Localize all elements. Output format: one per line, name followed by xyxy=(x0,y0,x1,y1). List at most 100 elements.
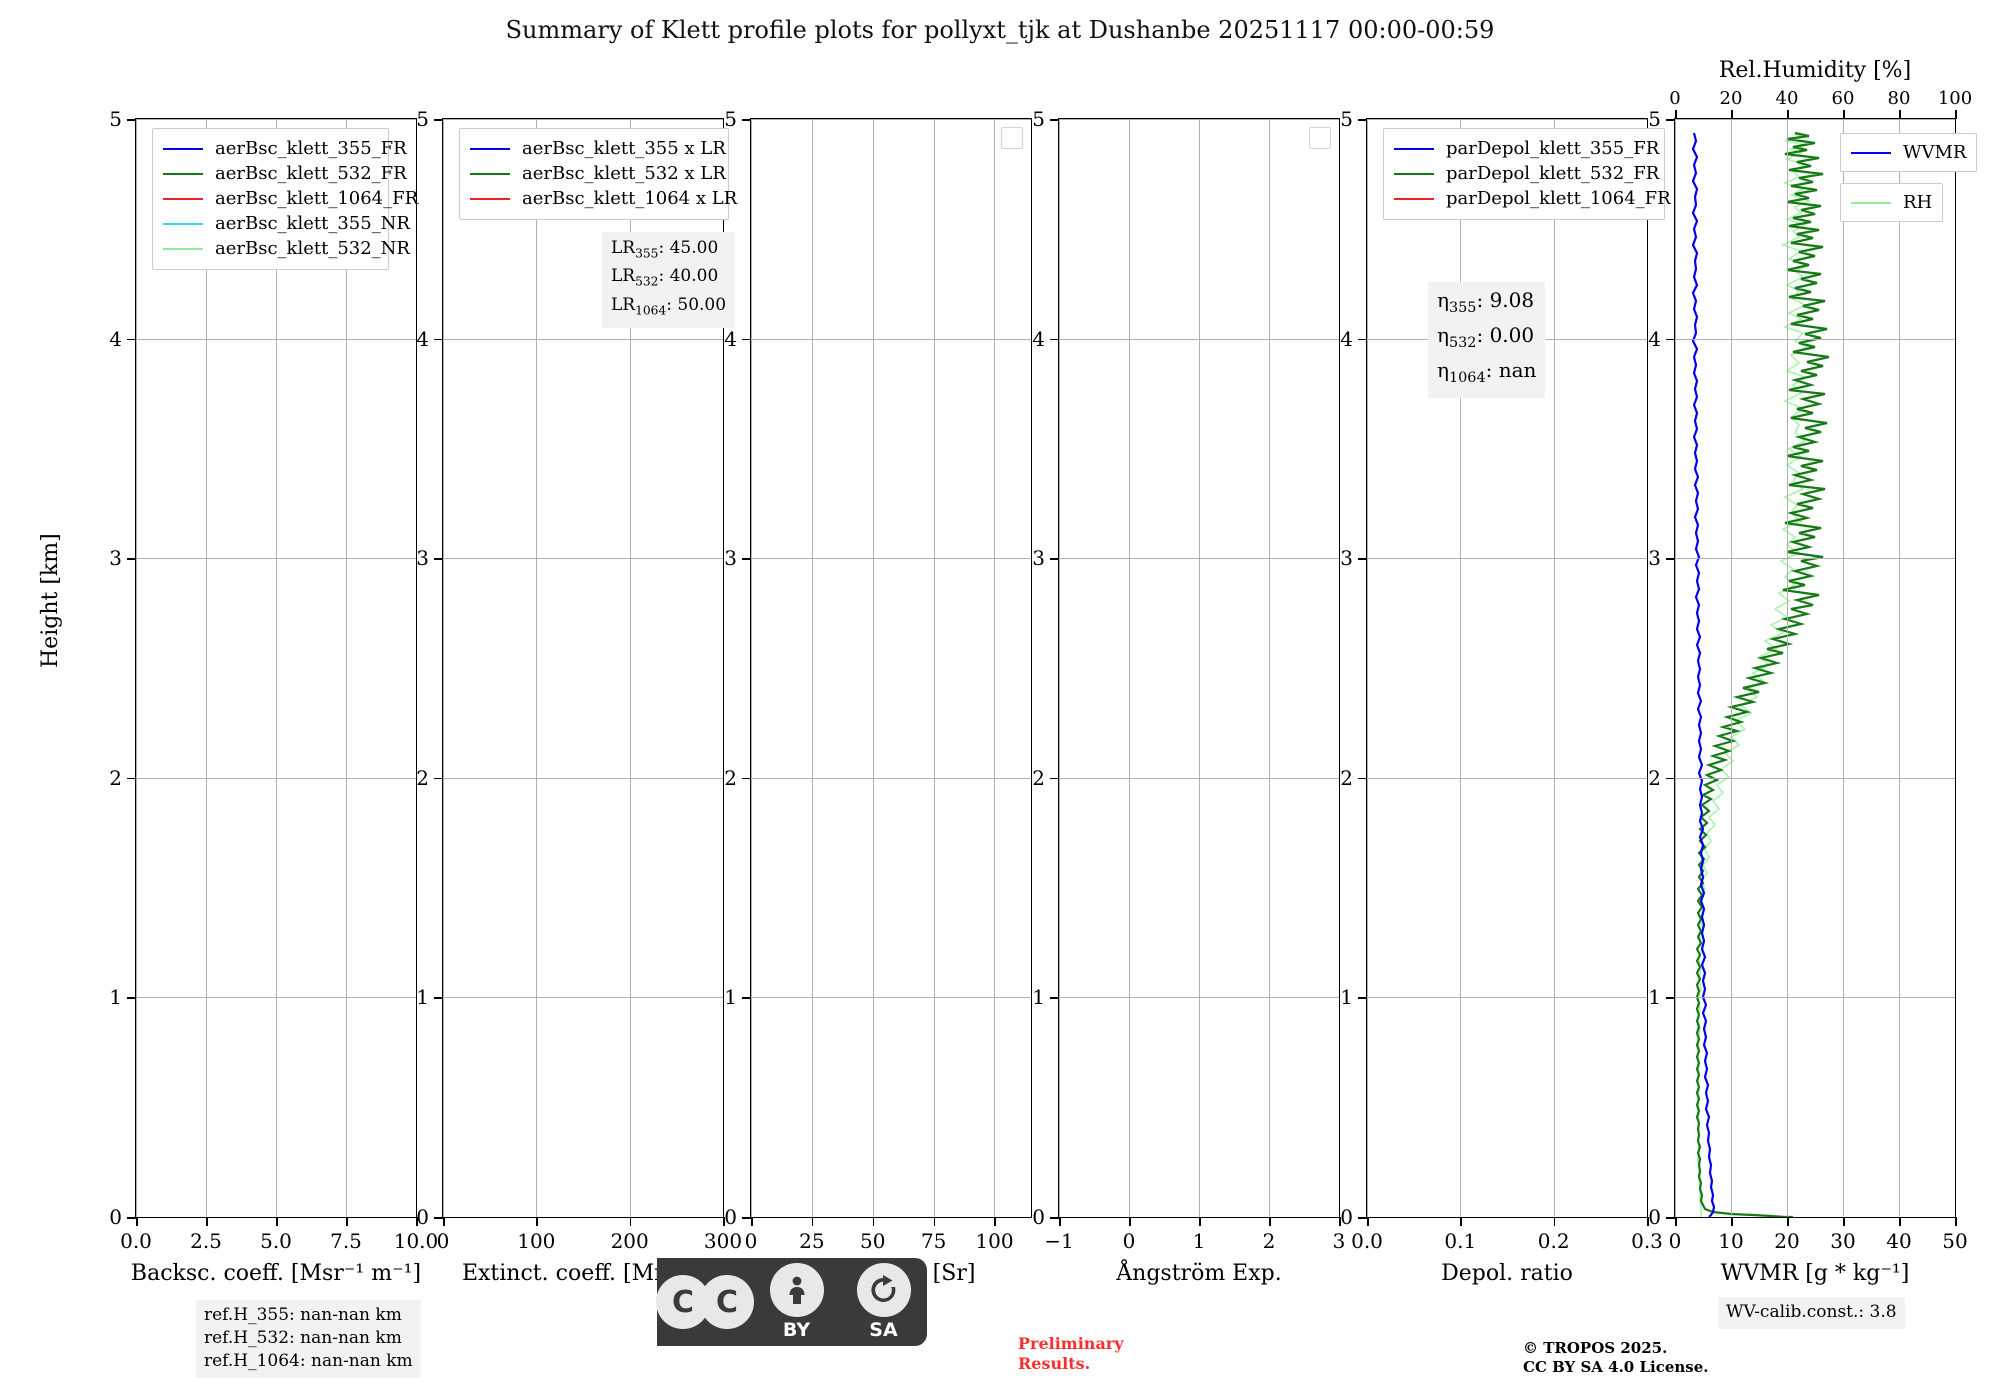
legend-label: aerBsc_klett_532_NR xyxy=(215,238,410,259)
legend-item: parDepol_klett_532_FR xyxy=(1394,161,1659,186)
legend-label: parDepol_klett_532_FR xyxy=(1446,163,1660,184)
legend-label: parDepol_klett_355_FR xyxy=(1446,138,1660,159)
ytick-label: 5 xyxy=(416,107,429,131)
legend-depol[interactable]: parDepol_klett_355_FR parDepol_klett_532… xyxy=(1383,128,1671,220)
cc-by-cell: BY xyxy=(753,1258,840,1346)
ann-value: 0.00 xyxy=(1489,323,1535,347)
panel-lidar-ratio: 5 4 3 2 1 0 0 25 50 75 100 Lidar ratio [… xyxy=(724,107,1032,1286)
xaxis-title-depol: Depol. ratio xyxy=(1441,1261,1573,1286)
xaxis-title-rel-humidity: Rel.Humidity [%] xyxy=(1718,58,1912,83)
ann-sub: 532 xyxy=(635,274,659,289)
line-swatch-1064fr-icon xyxy=(163,197,203,200)
creative-commons-badge[interactable]: C C BY xyxy=(656,1258,927,1346)
ytick-label: 1 xyxy=(1340,985,1353,1010)
plot-area-wvmr xyxy=(1675,119,1955,1217)
legend-label: WVMR xyxy=(1903,142,1967,163)
annotation-row: η355: 9.08 xyxy=(1437,288,1535,316)
xtick-label: 75 xyxy=(920,1229,947,1253)
plot-area-angstrom xyxy=(1059,119,1339,1217)
xtick-label: 2.5 xyxy=(190,1229,222,1253)
legend-item: WVMR xyxy=(1851,140,1966,165)
ytick-label: 1 xyxy=(724,985,737,1010)
ytick-label: 0 xyxy=(416,1205,429,1229)
xtick-label: 0.1 xyxy=(1444,1229,1477,1253)
ytick-label: 2 xyxy=(109,765,122,790)
panel-angstrom-exponent: 5 4 3 2 1 0 −1 0 1 2 3 Ångström Exp. xyxy=(1032,107,1345,1286)
ytick-label: 2 xyxy=(416,765,429,790)
xtick-label-top: 60 xyxy=(1831,88,1855,109)
xtick-label: 100 xyxy=(975,1229,1014,1253)
legend-label: aerBsc_klett_355 x LR xyxy=(522,138,726,159)
xtick-label: 20 xyxy=(1774,1229,1800,1253)
xaxis-title-wvmr: WVMR [g * kg⁻¹] xyxy=(1720,1261,1910,1286)
ytick-label: 5 xyxy=(109,107,122,131)
legend-label: RH xyxy=(1903,192,1933,213)
panel-backscatter: 5 4 3 2 1 0 0.0 2.5 5.0 7.5 10.0 Backsc.… xyxy=(109,107,438,1286)
ann-value: 45.00 xyxy=(669,238,719,258)
ytick-label: 5 xyxy=(724,107,737,131)
ann-name: LR xyxy=(611,238,636,258)
ann-name: η xyxy=(1437,323,1449,347)
ytick-label: 4 xyxy=(1032,326,1045,351)
ytick-label: 0 xyxy=(109,1205,122,1229)
wv-calib-box: WV-calib.const.: 3.8 xyxy=(1718,1297,1905,1329)
preliminary-results-note: Preliminary Results. xyxy=(1018,1334,1124,1373)
legend-rh[interactable]: RH xyxy=(1840,183,1944,222)
xtick-label-top: 0 xyxy=(1669,88,1681,109)
legend-item: aerBsc_klett_532_FR xyxy=(163,161,407,186)
plot-area-extinction xyxy=(443,119,723,1217)
ann-value: 40.00 xyxy=(669,266,719,287)
ytick-label: 0 xyxy=(1340,1205,1353,1229)
xtick-label: 0 xyxy=(744,1229,758,1253)
xaxis-title-angstrom: Ångström Exp. xyxy=(1116,1261,1282,1286)
empty-legend-marker xyxy=(1001,127,1023,149)
ytick-label: 3 xyxy=(1340,546,1353,571)
legend-item: aerBsc_klett_532 x LR xyxy=(470,161,726,186)
legend-backscatter[interactable]: aerBsc_klett_355_FR aerBsc_klett_532_FR … xyxy=(152,128,418,270)
line-swatch-depol355-icon xyxy=(1394,147,1434,150)
annotation-row: η1064: nan xyxy=(1437,358,1537,386)
ytick-label: 4 xyxy=(724,326,737,351)
ann-sub: 355 xyxy=(1448,300,1477,316)
annotation-row: η532: 0.00 xyxy=(1437,323,1535,351)
xtick-label: 0 xyxy=(436,1229,450,1253)
line-swatch-wvmr-icon xyxy=(1851,151,1891,154)
ytick-label: 1 xyxy=(1032,985,1045,1010)
ytick-label: 0 xyxy=(724,1205,737,1229)
ytick-label: 0 xyxy=(1648,1205,1661,1229)
legend-item: parDepol_klett_355_FR xyxy=(1394,136,1659,161)
xtick-label-top: 80 xyxy=(1887,88,1911,109)
annotation-eta-values: η355: 9.08 η532: 0.00 η1064: nan xyxy=(1428,282,1546,398)
line-swatch-depol1064-icon xyxy=(1394,197,1434,200)
annotation-row: LR532: 40.00 xyxy=(611,266,719,289)
ann-name: η xyxy=(1437,288,1449,312)
xtick-label: 40 xyxy=(1886,1229,1912,1253)
annotation-lidar-ratios: LR355: 45.00 LR532: 40.00 LR1064: 50.00 xyxy=(602,232,736,329)
ytick-label: 3 xyxy=(1648,546,1661,571)
legend-label: aerBsc_klett_532_FR xyxy=(215,163,407,184)
xtick-label-top: 20 xyxy=(1719,88,1743,109)
xtick-label: 300 xyxy=(703,1229,743,1253)
xtick-label: 7.5 xyxy=(330,1229,362,1253)
legend-item: RH xyxy=(1851,190,1932,215)
legend-wvmr[interactable]: WVMR xyxy=(1840,133,1978,172)
yaxis-title: Height [km] xyxy=(38,533,63,668)
ann-sub: 1064 xyxy=(1448,370,1486,386)
cc-circle-right-icon: C xyxy=(700,1275,754,1329)
plot-area-lidar-ratio xyxy=(751,119,1031,1217)
legend-extinction[interactable]: aerBsc_klett_355 x LR aerBsc_klett_532 x… xyxy=(459,128,737,220)
legend-item: aerBsc_klett_1064_FR xyxy=(163,186,418,211)
line-swatch-532-icon xyxy=(470,172,510,175)
xtick-label: 1 xyxy=(1192,1229,1206,1253)
legend-item: aerBsc_klett_355 x LR xyxy=(470,136,726,161)
xtick-label: 30 xyxy=(1830,1229,1856,1253)
line-swatch-355nr-icon xyxy=(163,222,203,225)
xtick-label: 0.3 xyxy=(1631,1229,1663,1253)
ytick-label: 1 xyxy=(1648,985,1661,1010)
line-swatch-355-icon xyxy=(470,147,510,150)
line-swatch-532fr-icon xyxy=(163,172,203,175)
line-swatch-1064-icon xyxy=(470,197,510,200)
ann-sub: 532 xyxy=(1448,335,1477,351)
ann-value: 50.00 xyxy=(677,294,727,315)
